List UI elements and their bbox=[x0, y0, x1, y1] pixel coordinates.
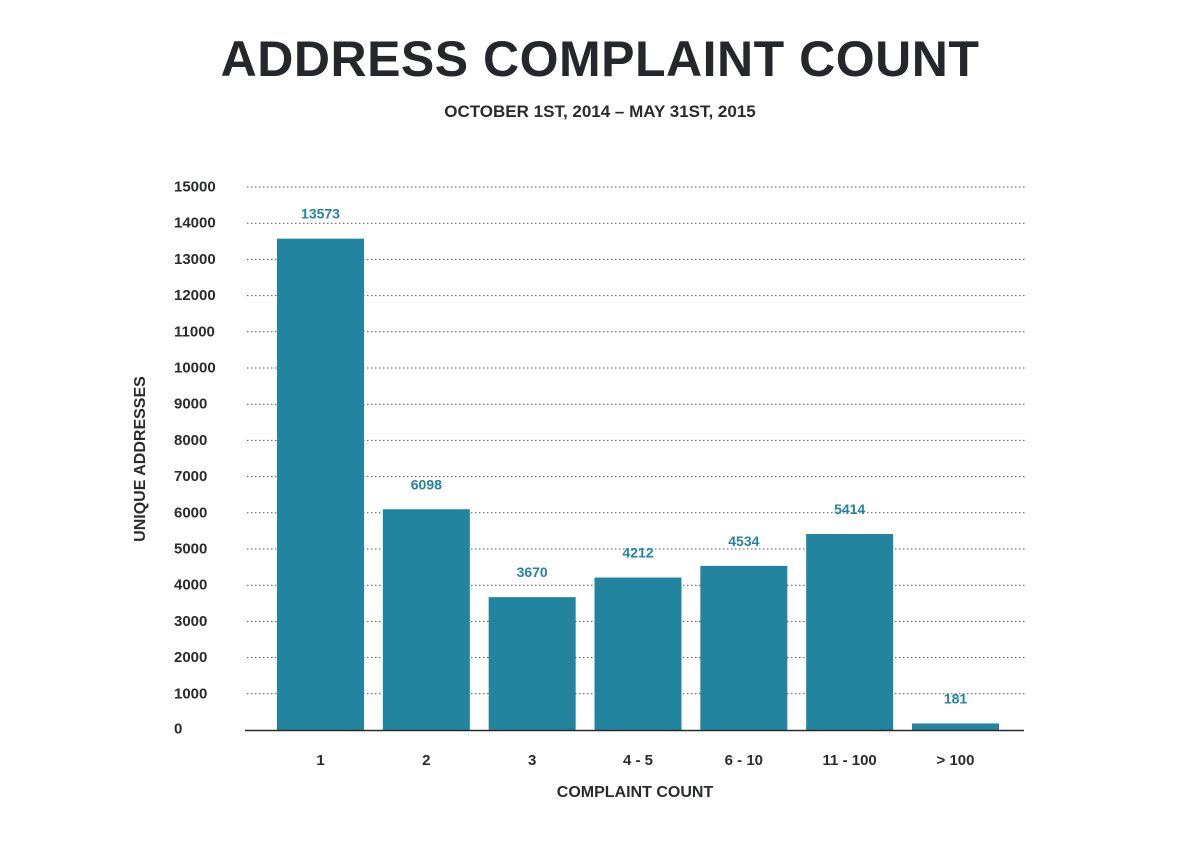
bar bbox=[382, 509, 470, 730]
data-label: 3670 bbox=[517, 564, 548, 580]
y-tick-label: 4000 bbox=[174, 577, 207, 594]
y-tick-label: 6000 bbox=[174, 504, 207, 521]
bar bbox=[594, 577, 682, 730]
x-tick-label: > 100 bbox=[937, 752, 975, 769]
data-label: 4534 bbox=[728, 533, 759, 549]
y-tick-label: 5000 bbox=[174, 540, 207, 557]
x-tick-label: 1 bbox=[316, 752, 324, 769]
y-tick-label: 15000 bbox=[174, 178, 216, 195]
y-tick-label: 12000 bbox=[174, 287, 216, 304]
y-axis-ticks: 0 1000 2000 3000 4000 5000 6000 7000 8000 9000 100… bbox=[174, 178, 216, 737]
y-tick-label: 14000 bbox=[174, 215, 216, 232]
y-tick-label: 3000 bbox=[174, 613, 207, 630]
y-tick-label: 1000 bbox=[174, 685, 207, 702]
x-tick-label: 4 - 5 bbox=[623, 752, 653, 769]
y-tick-label: 8000 bbox=[174, 432, 207, 449]
bar bbox=[700, 565, 788, 730]
y-tick-label: 7000 bbox=[174, 468, 207, 485]
data-label: 6098 bbox=[411, 476, 442, 492]
data-labels: 13573 6098 3670 4212 4534 5414 181 bbox=[301, 206, 967, 707]
data-label: 4212 bbox=[622, 545, 653, 561]
y-axis-title: UNIQUE ADDRESSES bbox=[132, 376, 149, 542]
data-label: 13573 bbox=[301, 206, 340, 222]
x-tick-label: 6 - 10 bbox=[725, 752, 763, 769]
y-tick-label: 9000 bbox=[174, 396, 207, 413]
chart-title: ADDRESS COMPLAINT COUNT bbox=[220, 31, 980, 87]
bars bbox=[277, 238, 999, 730]
bar bbox=[488, 597, 576, 730]
y-tick-label: 2000 bbox=[174, 649, 207, 666]
x-axis-title: COMPLAINT COUNT bbox=[557, 784, 714, 801]
data-label: 181 bbox=[944, 690, 968, 706]
y-tick-label: 13000 bbox=[174, 251, 216, 268]
x-axis-ticks: 1 2 3 4 - 5 6 - 10 11 - 100 > 100 bbox=[316, 752, 974, 769]
x-tick-label: 2 bbox=[422, 752, 430, 769]
x-tick-label: 3 bbox=[528, 752, 536, 769]
y-tick-label: 10000 bbox=[174, 359, 216, 376]
x-tick-label: 11 - 100 bbox=[823, 752, 877, 769]
bar bbox=[806, 534, 894, 730]
y-tick-label: 11000 bbox=[174, 323, 215, 340]
y-tick-label: 0 bbox=[174, 720, 182, 737]
bar bbox=[277, 238, 364, 730]
chart-subtitle: OCTOBER 1ST, 2014 – MAY 31ST, 2015 bbox=[444, 102, 756, 121]
data-label: 5414 bbox=[834, 501, 865, 517]
bar bbox=[912, 723, 999, 730]
